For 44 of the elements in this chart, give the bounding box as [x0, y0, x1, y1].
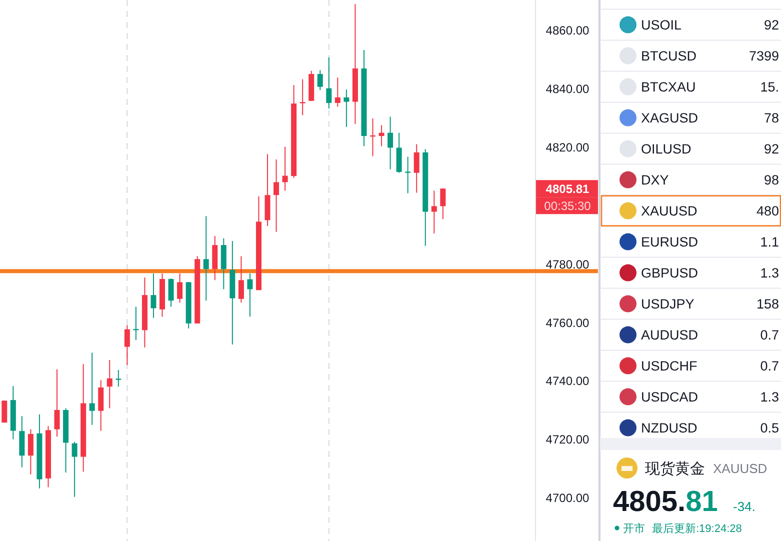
- text: GBPUSD: [641, 266, 698, 281]
- text: EURUSD: [641, 234, 698, 250]
- text: 4805.81: [546, 182, 590, 196]
- text: 98: [764, 172, 779, 188]
- text: AUDUSD: [641, 328, 698, 343]
- text: 0.7: [760, 328, 779, 343]
- text: 92: [764, 142, 779, 157]
- text: OILUSD: [641, 142, 692, 157]
- text: XAUUSD: [641, 204, 698, 219]
- text: NZDUSD: [641, 420, 698, 436]
- text: DXY: [641, 172, 669, 188]
- text: 92: [764, 18, 779, 33]
- text: -34.: [733, 499, 756, 514]
- y-tick-label: 4860.00: [546, 23, 590, 38]
- text: 4805.81: [613, 486, 718, 518]
- text: XAGUSD: [641, 110, 698, 126]
- y-tick-label: 4840.00: [546, 82, 590, 96]
- text: 1.1: [760, 234, 779, 250]
- text: 15.: [760, 80, 779, 95]
- text: USDJPY: [641, 296, 694, 312]
- text: 00:35:30: [544, 198, 592, 213]
- text: 78: [764, 110, 779, 126]
- text: 最后更新:19:24:28: [652, 522, 742, 535]
- text: 480: [756, 204, 779, 219]
- y-tick-label: 4740.00: [546, 374, 590, 388]
- text: 1.3: [760, 390, 779, 405]
- y-tick-label: 4760.00: [546, 316, 590, 330]
- y-tick-label: 4720.00: [546, 432, 590, 447]
- text: 1.3: [760, 266, 779, 281]
- text: 开市: [623, 522, 645, 535]
- text: 现货黄金: [645, 460, 705, 478]
- text: 7399: [748, 48, 779, 64]
- text: 0.5: [760, 420, 779, 436]
- text: XAUUSD: [713, 461, 768, 476]
- text: USOIL: [641, 18, 682, 33]
- y-tick-label: 4700.00: [546, 491, 590, 506]
- text: USDCAD: [641, 390, 698, 405]
- text: 0.7: [760, 358, 779, 374]
- y-tick-label: 4780.00: [546, 257, 590, 272]
- text: USDCHF: [641, 358, 698, 374]
- text: BTCXAU: [641, 80, 696, 95]
- y-tick-label: 4820.00: [546, 140, 590, 154]
- text: 158: [756, 296, 779, 312]
- text: BTCUSD: [641, 48, 697, 64]
